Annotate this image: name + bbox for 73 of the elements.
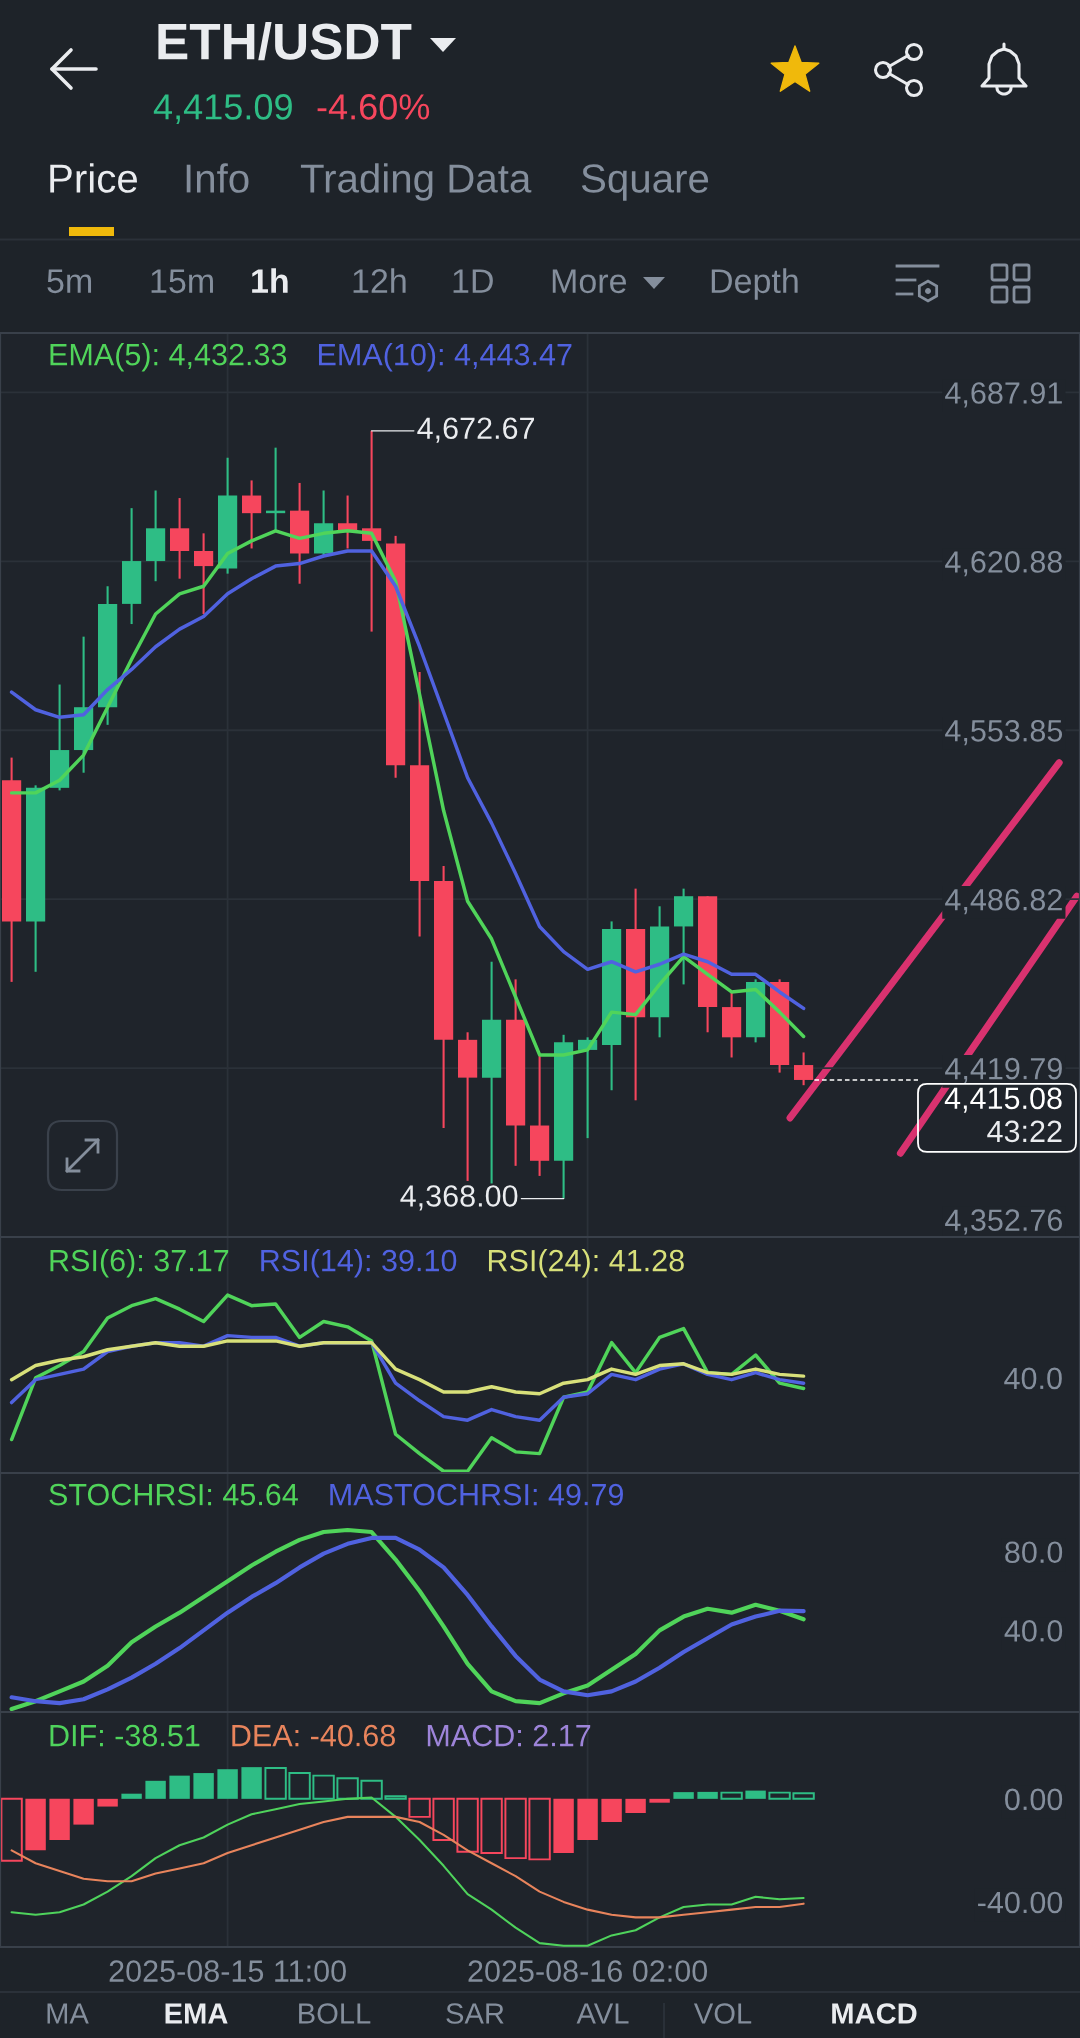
text: 15m — [151, 269, 213, 294]
y-tick-label: 4,419.79 — [945, 1057, 1062, 1084]
series-label: RSI(6): 37.17 — [50, 1249, 229, 1278]
bar — [145, 1780, 166, 1799]
bar — [25, 1798, 46, 1851]
annotation: 4,368.00 — [400, 1185, 518, 1211]
text: 5m — [47, 269, 92, 294]
annotation: 43:22 — [987, 1120, 1062, 1143]
text: DIF: -38.51 — [50, 1724, 200, 1747]
bar — [49, 1798, 70, 1841]
text: 4,415.09 — [153, 94, 292, 124]
bar — [745, 1790, 766, 1799]
bar — [553, 1798, 574, 1853]
y-tick-label: 4,687.91 — [945, 382, 1062, 408]
y-tick-label: 4,352.76 — [945, 1209, 1062, 1235]
bar — [577, 1798, 598, 1841]
candlestick — [194, 532, 214, 616]
text: -4.60% — [317, 94, 430, 120]
ref-line-label: 4,415.08 — [944, 1087, 1062, 1113]
line-series — [10, 1796, 805, 1947]
x-tick-label: 2025-08-15 11:00 — [109, 1960, 346, 1982]
text: Trading Data — [300, 163, 532, 201]
text: 1h — [252, 268, 288, 293]
x-tick-label: 2025-08-16 02:00 — [468, 1960, 708, 1982]
y-tick-label: 40.0 — [1004, 1620, 1063, 1642]
text: 1D — [453, 269, 493, 293]
y-tick-label: 4,620.88 — [945, 551, 1063, 577]
text: Square — [581, 164, 709, 201]
bar — [625, 1798, 646, 1814]
y-tick-label: 4,486.82 — [945, 888, 1062, 915]
bar — [121, 1793, 142, 1799]
bar — [720, 1791, 743, 1800]
bar — [241, 1767, 262, 1799]
bar — [673, 1792, 694, 1799]
y-tick-label: 80.0 — [1005, 1541, 1063, 1564]
candlestick — [170, 497, 190, 580]
text: More — [552, 269, 627, 294]
text: EMA(10): 4,443.47 — [318, 343, 572, 372]
bar — [217, 1769, 238, 1799]
text: Depth — [711, 268, 798, 300]
series-label: RSI(14): 39.10 — [261, 1249, 457, 1278]
series-label: MASTOCHRSI: 49.79 — [330, 1483, 623, 1506]
text: EMA(5): 4,432.33 — [50, 343, 287, 372]
bar — [0, 1797, 23, 1862]
bar — [73, 1798, 94, 1825]
text: MA — [47, 2003, 89, 2024]
text: BOLL — [299, 2003, 371, 2024]
candlestick — [794, 1051, 814, 1087]
annotation: 4,672.67 — [417, 417, 535, 443]
bar — [649, 1798, 670, 1803]
bar — [697, 1791, 718, 1799]
bar — [97, 1798, 118, 1807]
text: DEA: -40.68 — [232, 1724, 395, 1747]
text: Info — [186, 163, 249, 193]
y-tick-label: 4,553.85 — [945, 720, 1063, 746]
text: RSI(24): 41.28 — [488, 1249, 684, 1278]
chart-title: ETH/USDT — [158, 22, 412, 61]
text: AVL — [576, 2003, 629, 2024]
bar — [169, 1775, 190, 1799]
bar — [193, 1773, 214, 1799]
line-series — [10, 1815, 805, 1919]
series-label: STOCHRSI: 45.64 — [49, 1483, 298, 1506]
text: MACD — [832, 2003, 917, 2024]
text: VOL — [693, 2003, 752, 2024]
y-tick-label: 0.00 — [1005, 1788, 1063, 1811]
y-tick-label: -40.00 — [978, 1891, 1063, 1914]
bar — [601, 1798, 622, 1823]
text: SAR — [446, 2003, 504, 2024]
text: Price — [50, 163, 137, 193]
text: 12h — [353, 268, 406, 293]
candlestick — [242, 479, 262, 550]
series-label: MACD: 2.17 — [427, 1724, 591, 1747]
text: EMA — [165, 2003, 228, 2024]
